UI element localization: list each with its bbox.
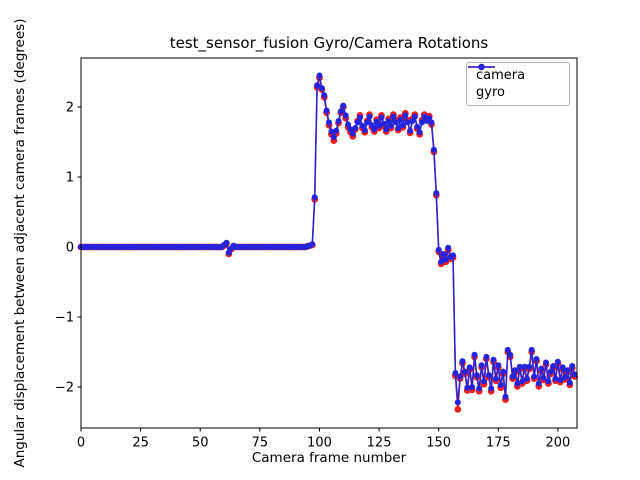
legend-label-camera: camera: [476, 67, 526, 83]
x-tick-label: 75: [252, 436, 269, 451]
y-axis-label: Angular displacement between adjacent ca…: [12, 19, 28, 468]
x-axis-label: Camera frame number: [252, 450, 407, 466]
x-tick-label: 100: [307, 436, 332, 451]
chart-title: test_sensor_fusion Gyro/Camera Rotations: [170, 34, 489, 53]
y-tick-label: −2: [55, 380, 74, 395]
gyro-series-line: [78, 72, 578, 406]
legend: camera gyro: [466, 62, 570, 106]
data-series: [77, 72, 578, 413]
y-tick-label: 2: [66, 100, 74, 115]
x-tick-label: 0: [77, 436, 85, 451]
legend-item-gyro: gyro: [467, 63, 569, 101]
legend-label-gyro: gyro: [476, 85, 505, 101]
y-tick-label: 0: [66, 240, 74, 255]
x-tick-label: 150: [426, 436, 451, 451]
y-tick-label: −1: [55, 310, 74, 325]
y-tick-label: 1: [66, 170, 74, 185]
axes-spines: [80, 57, 578, 429]
gyro-line-swatch-icon: [468, 63, 495, 71]
x-tick-label: 175: [486, 436, 511, 451]
x-tick-label: 125: [367, 436, 392, 451]
x-tick-label: 50: [192, 436, 209, 451]
x-tick-label: 25: [132, 436, 149, 451]
axis-ticks: 0 25 50 75 100 125 150 175 200 −2 −1 0 1 2: [55, 100, 571, 450]
x-tick-label: 200: [546, 436, 571, 451]
